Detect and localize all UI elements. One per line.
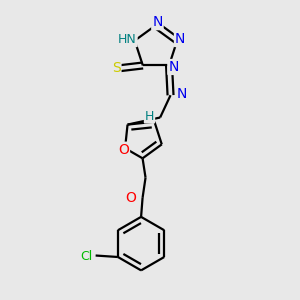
Text: N: N [175,32,185,46]
Text: H: H [145,110,154,122]
Text: N: N [152,15,163,29]
Text: O: O [118,143,129,157]
Text: N: N [168,60,179,74]
Text: O: O [125,191,136,205]
Text: S: S [112,61,121,76]
Text: HN: HN [118,33,137,46]
Text: Cl: Cl [80,250,93,262]
Text: N: N [176,87,187,101]
